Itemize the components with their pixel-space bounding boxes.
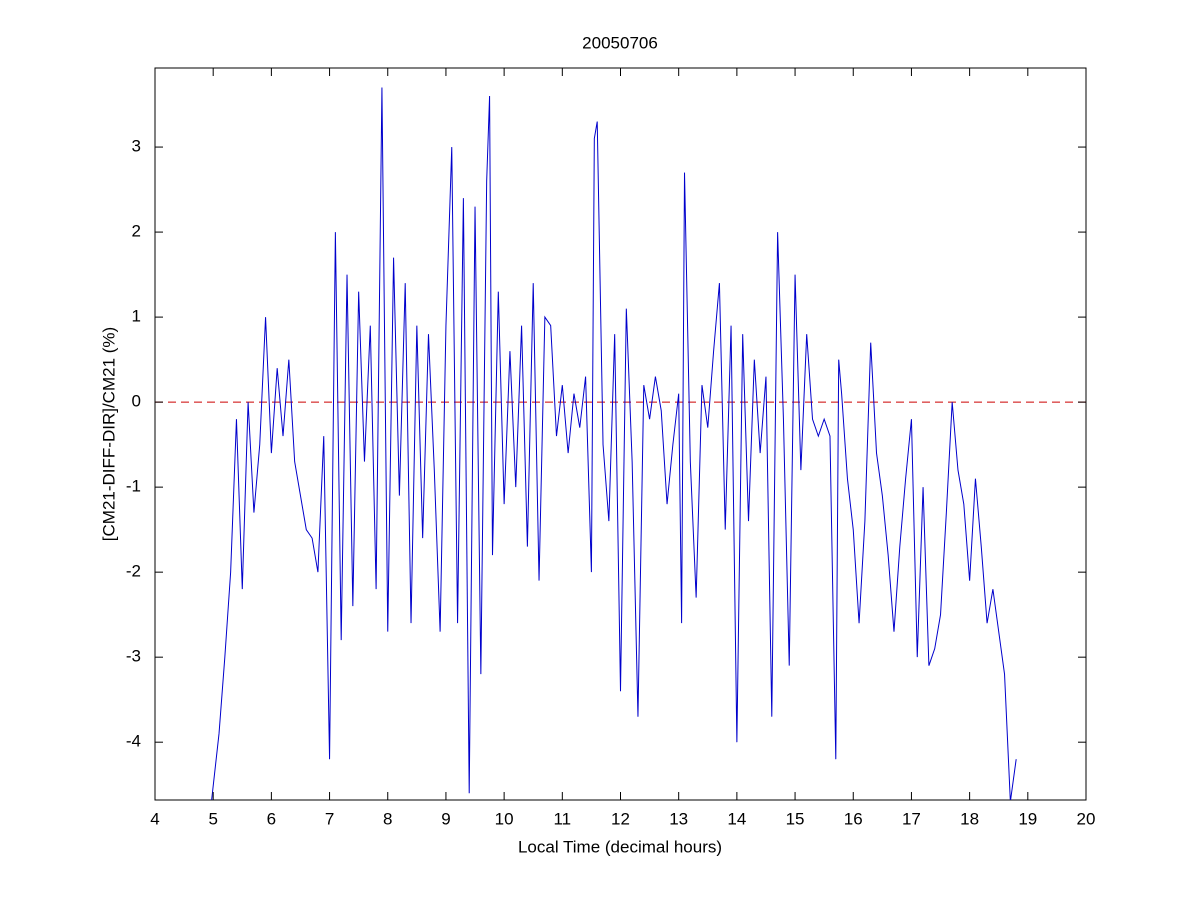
y-tick-label: -3 <box>126 647 141 666</box>
x-tick-label: 10 <box>495 809 514 828</box>
x-tick-label: 9 <box>441 809 450 828</box>
y-tick-label: -2 <box>126 562 141 581</box>
y-tick-label: 3 <box>132 137 141 156</box>
x-tick-label: 12 <box>611 809 630 828</box>
x-tick-label: 5 <box>208 809 217 828</box>
chart-title: 20050706 <box>582 33 658 52</box>
x-tick-label: 11 <box>553 809 571 828</box>
y-tick-label: 0 <box>132 392 141 411</box>
y-tick-label: 2 <box>132 222 141 241</box>
x-axis-label: Local Time (decimal hours) <box>518 837 722 856</box>
x-tick-label: 15 <box>786 809 805 828</box>
x-tick-label: 18 <box>960 809 979 828</box>
x-tick-label: 8 <box>383 809 392 828</box>
y-tick-label: 1 <box>132 307 141 326</box>
x-tick-label: 14 <box>727 809 746 828</box>
x-tick-label: 19 <box>1018 809 1037 828</box>
data-line <box>211 87 1017 800</box>
x-tick-label: 7 <box>325 809 334 828</box>
y-axis-label: [CM21-DIFF-DIR]/CM21 (%) <box>99 327 118 541</box>
y-tick-label: -4 <box>126 732 141 751</box>
x-tick-label: 17 <box>902 809 921 828</box>
x-tick-label: 13 <box>669 809 688 828</box>
x-tick-label: 4 <box>150 809 159 828</box>
x-tick-label: 6 <box>267 809 276 828</box>
x-tick-label: 16 <box>844 809 863 828</box>
x-tick-label: 20 <box>1077 809 1096 828</box>
plot-area <box>155 87 1086 800</box>
y-tick-label: -1 <box>126 477 141 496</box>
